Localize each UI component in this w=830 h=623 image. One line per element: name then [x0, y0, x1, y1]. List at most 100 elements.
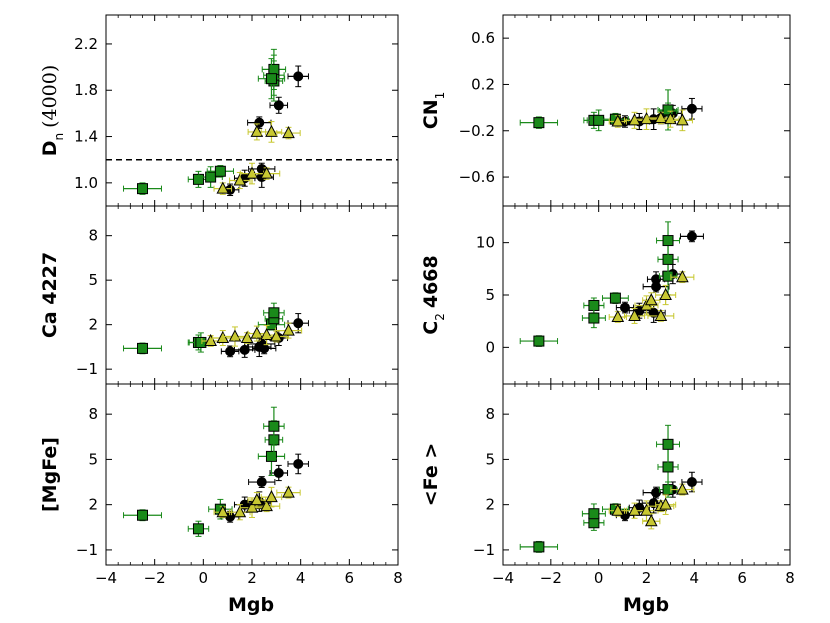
point-yellow-triangle: [245, 500, 259, 513]
point-black-circle: [254, 117, 265, 128]
point-yellow-triangle: [644, 293, 658, 306]
point-black-circle: [686, 477, 697, 488]
y-tick-label: 5: [88, 450, 98, 468]
x-tick-label: 0: [594, 569, 604, 587]
point-black-circle: [651, 487, 662, 498]
point-yellow-triangle: [260, 166, 273, 179]
y-tick-label: 1.8: [74, 81, 98, 99]
panel-cn1: −0.6 −0.2 0.2 0.6 CN1: [420, 14, 791, 207]
point-yellow-triangle: [640, 503, 653, 516]
point-green-square: [533, 541, 545, 553]
point-yellow-triangle: [282, 485, 295, 498]
point-yellow-triangle: [644, 514, 658, 527]
point-green-square: [533, 117, 545, 129]
x-tick-label: 8: [393, 569, 403, 587]
point-green-square: [533, 335, 545, 347]
point-black-circle: [256, 477, 267, 488]
point-black-circle: [651, 274, 662, 285]
point-yellow-triangle: [611, 114, 625, 127]
point-yellow-triangle: [250, 493, 264, 506]
point-yellow-triangle: [676, 270, 689, 283]
x-tick-label: 6: [345, 569, 355, 587]
point-black-circle: [273, 100, 284, 111]
point-black-circle: [273, 467, 284, 478]
panel-fe: −4 −2 0 2 4 6 8 −1 2 5 8 <Fe >: [420, 383, 795, 587]
y-axis-label: [MgFe]: [39, 437, 61, 512]
point-yellow-triangle: [659, 497, 672, 510]
point-yellow-triangle: [628, 308, 641, 321]
point-black-circle: [293, 71, 304, 82]
x-axis-label-left: Mgb: [228, 594, 274, 616]
point-green-square: [265, 450, 277, 462]
point-yellow-triangle: [216, 181, 230, 194]
point-yellow-triangle: [611, 503, 625, 516]
y-tick-label: 8: [88, 227, 98, 245]
x-tick-label: 4: [296, 569, 306, 587]
x-tick-label: 8: [785, 569, 795, 587]
y-axis-label: <Fe >: [420, 443, 442, 507]
point-green-square: [268, 420, 280, 432]
point-black-circle: [225, 346, 236, 357]
y-tick-label: 2: [88, 316, 98, 334]
point-yellow-triangle: [216, 505, 230, 518]
y-axis-label: C24668: [420, 255, 447, 334]
point-yellow-triangle: [270, 329, 283, 342]
y-tick-label: −1: [76, 541, 98, 559]
point-green-square: [609, 292, 621, 304]
x-tick-label: 4: [690, 569, 700, 587]
y-tick-label: 0.6: [471, 29, 495, 47]
y-tick-label: −0.6: [459, 168, 495, 186]
point-yellow-triangle: [654, 308, 668, 321]
y-tick-label: 8: [88, 405, 98, 423]
point-yellow-triangle: [260, 327, 273, 341]
x-tick-label: 2: [642, 569, 652, 587]
panel-mgfe: −4 −2 0 2 4 6 8 −1 2 5 8 [MgFe]: [39, 383, 403, 587]
x-tick-label: −2: [144, 569, 166, 587]
point-green-square: [662, 438, 674, 450]
x-tick-label: −4: [492, 569, 514, 587]
panel-frame: [502, 205, 791, 385]
point-green-square: [268, 307, 280, 319]
point-yellow-triangle: [265, 490, 278, 503]
point-black-circle: [686, 231, 697, 242]
point-green-square: [662, 235, 674, 247]
y-tick-label: −1: [473, 541, 495, 559]
point-yellow-triangle: [228, 329, 242, 342]
panel-frame: [105, 205, 399, 385]
point-black-circle: [619, 302, 630, 313]
panel-frame: [502, 383, 791, 566]
point-yellow-triangle: [676, 113, 689, 126]
point-green-square: [214, 165, 226, 177]
point-yellow-triangle: [282, 323, 295, 336]
point-green-square: [265, 73, 277, 85]
y-tick-label: −0.2: [459, 122, 495, 140]
y-tick-label: 10: [476, 234, 495, 252]
point-black-circle: [239, 344, 250, 355]
x-tick-label: 6: [737, 569, 747, 587]
point-yellow-triangle: [265, 124, 278, 137]
point-yellow-triangle: [245, 166, 259, 179]
y-tick-label: 2: [485, 496, 495, 514]
x-tick-label: −4: [95, 569, 117, 587]
point-green-square: [662, 104, 674, 116]
y-tick-label: 5: [88, 271, 98, 289]
point-black-circle: [686, 103, 697, 114]
y-axis-label: Ca 4227: [39, 252, 61, 338]
y-tick-label: 8: [485, 405, 495, 423]
y-axis-label: CN1: [420, 92, 447, 130]
point-green-square: [192, 523, 204, 535]
panel-ca4227: −1 2 5 8 Ca 4227: [39, 205, 399, 385]
x-tick-label: 2: [247, 569, 257, 587]
y-tick-label: 5: [485, 450, 495, 468]
point-green-square: [137, 509, 148, 521]
point-green-square: [588, 312, 600, 324]
point-yellow-triangle: [233, 173, 247, 186]
point-green-square: [268, 63, 280, 75]
point-yellow-triangle: [250, 124, 264, 137]
point-yellow-triangle: [204, 333, 217, 346]
point-black-circle: [259, 343, 270, 354]
point-black-circle: [293, 458, 304, 469]
y-tick-label: −1: [76, 360, 98, 378]
point-yellow-triangle: [260, 499, 273, 512]
